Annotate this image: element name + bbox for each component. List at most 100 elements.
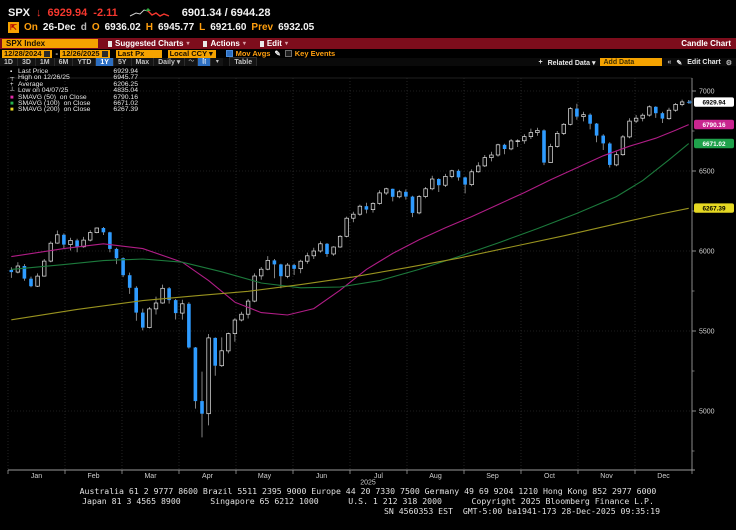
date-to-field[interactable]: 12/26/2025 xyxy=(60,49,110,58)
menu-item-edit[interactable]: Edit ▾ xyxy=(259,39,288,48)
svg-text:6500: 6500 xyxy=(699,168,715,175)
svg-text:6267.39: 6267.39 xyxy=(702,206,726,213)
period-button-1d[interactable]: 1D xyxy=(0,58,18,67)
axis-price-label: 6929.94 xyxy=(694,97,734,107)
menu-item-icon xyxy=(259,40,264,47)
calendar-icon[interactable] xyxy=(43,50,50,57)
line-chart-type-icon[interactable]: 〜 xyxy=(185,58,199,67)
svg-text:Jul: Jul xyxy=(374,473,383,480)
svg-text:Jun: Jun xyxy=(316,473,327,480)
price-down-arrow-icon: ↓ xyxy=(36,6,42,19)
legend-row: ┴ Low on 04/07/25 4835.04 xyxy=(10,87,138,95)
edit-pencil-icon[interactable]: ✎ xyxy=(676,59,683,67)
svg-text:Sep: Sep xyxy=(486,473,499,480)
price-change: -2.11 xyxy=(93,6,118,19)
currency-select[interactable]: Local CCY ▾ xyxy=(167,49,216,58)
price-field-select[interactable]: Last Px xyxy=(115,49,162,58)
legend-row: ▪ Last Price 6929.94 xyxy=(10,68,138,75)
footer-contact-line2: Japan 81 3 4565 8900 Singapore 65 6212 1… xyxy=(82,496,654,506)
legend-row: ■ SMAVG (100) on Close 6671.02 xyxy=(10,100,138,108)
session-date: 26-Dec xyxy=(42,22,76,33)
chevron-down-icon: ▾ xyxy=(242,41,246,47)
menu-item-icon xyxy=(108,40,112,47)
svg-text:2025: 2025 xyxy=(360,480,376,487)
chart-type-dropdown[interactable]: ▾ xyxy=(211,58,224,67)
related-data-button[interactable]: Related Data ▾ xyxy=(547,59,596,67)
bid-ask-range: 6901.34 / 6944.28 xyxy=(181,6,271,19)
collapse-icon[interactable]: « xyxy=(667,59,672,66)
ticker-symbol: SPX xyxy=(8,6,31,19)
svg-text:May: May xyxy=(258,473,272,480)
edit-chart-button[interactable]: Edit Chart xyxy=(687,59,721,66)
controls-row: 12/28/2024 - 12/26/2025 Last Px Local CC… xyxy=(0,49,736,58)
menu-item-suggested-charts[interactable]: Suggested Charts ▾ xyxy=(108,39,189,48)
chart-flag-icon[interactable]: ⇱ xyxy=(8,22,19,33)
svg-text:Oct: Oct xyxy=(544,473,555,480)
legend-marker-icon: ┬ xyxy=(10,75,15,82)
quote-bar: SPX ↓ 6929.94 -2.11 6901.34 / 6944.28 ⇱ … xyxy=(0,0,736,38)
legend-marker-icon: ■ xyxy=(10,101,14,108)
low-label: L xyxy=(199,22,206,33)
date-from-field[interactable]: 12/28/2024 xyxy=(2,49,52,58)
svg-text:+: + xyxy=(688,100,692,107)
related-data-plus-icon: + xyxy=(538,59,543,66)
candle-chart-plot[interactable]: 7000 6500 6000 5500 5000 +6929.94 6790.16 6671.… xyxy=(0,66,736,487)
svg-text:6000: 6000 xyxy=(699,248,715,255)
period-button-3d[interactable]: 3D xyxy=(17,58,36,67)
period-button-1m[interactable]: 1M xyxy=(35,58,55,67)
settings-gear-icon[interactable]: ⚙ xyxy=(725,59,732,67)
footer-contact-line1: Australia 61 2 9777 8600 Brazil 5511 239… xyxy=(79,486,657,496)
mov-avgs-checkbox[interactable] xyxy=(225,50,233,57)
svg-text:6790.16: 6790.16 xyxy=(702,122,726,129)
legend-row: ■ SMAVG (50) on Close 6790.16 xyxy=(10,93,138,101)
date-dash: - xyxy=(55,49,59,58)
last-price: 6929.94 xyxy=(47,6,88,19)
open-value: 6936.02 xyxy=(104,22,141,33)
svg-text:7000: 7000 xyxy=(699,88,715,95)
high-label: H xyxy=(145,22,153,33)
axis-price-label: 6671.02 xyxy=(694,138,734,149)
svg-text:Apr: Apr xyxy=(202,473,214,480)
legend-row: ■ SMAVG (200) on Close 6267.39 xyxy=(10,106,138,114)
menu-item-icon xyxy=(203,40,208,47)
period-button-1y[interactable]: 1Y xyxy=(96,58,114,67)
key-events-label: Key Events xyxy=(294,49,336,58)
security-input[interactable]: SPX Index xyxy=(2,39,98,48)
period-button-ytd[interactable]: YTD xyxy=(73,58,97,67)
legend-marker-icon: + xyxy=(10,81,14,88)
svg-text:5500: 5500 xyxy=(699,328,715,335)
svg-text:6671.02: 6671.02 xyxy=(702,141,726,148)
add-data-input[interactable]: Add Data xyxy=(600,58,663,67)
svg-text:6929.94: 6929.94 xyxy=(702,100,726,107)
legend-marker-icon: ▪ xyxy=(10,69,13,75)
terminal-footer: Australia 61 2 9777 8600 Brazil 5511 239… xyxy=(0,486,736,516)
intraday-sparkline xyxy=(129,8,170,17)
down-candles xyxy=(9,101,691,414)
axis-price-label: 6790.16 xyxy=(694,119,734,130)
candle-chart-type-icon[interactable]: ⫿⫾ xyxy=(198,58,212,67)
key-events-checkbox[interactable] xyxy=(284,50,292,57)
calendar-icon[interactable] xyxy=(101,50,108,57)
svg-text:Nov: Nov xyxy=(600,473,613,480)
svg-text:Feb: Feb xyxy=(87,473,99,480)
svg-text:Dec: Dec xyxy=(657,473,670,480)
period-button-max[interactable]: Max xyxy=(131,58,155,67)
page-title: Candle Chart xyxy=(681,39,731,48)
high-value: 6945.77 xyxy=(157,22,195,33)
svg-text:5000: 5000 xyxy=(699,408,715,415)
menu-bar: SPX Index Suggested Charts ▾ Actions ▾ Edit ▾… xyxy=(0,38,736,49)
period-button-6m[interactable]: 6M xyxy=(54,58,74,67)
chevron-down-icon: ▾ xyxy=(186,41,190,47)
mov-avgs-edit-pencil-icon[interactable]: ✎ xyxy=(274,49,281,58)
frequency-select[interactable]: Daily ▾ xyxy=(154,58,186,67)
on-label: On xyxy=(24,22,38,33)
svg-text:Mar: Mar xyxy=(144,473,157,480)
up-candles xyxy=(15,101,685,415)
ma-line-1 xyxy=(11,143,690,289)
legend-marker-icon: ■ xyxy=(10,94,14,101)
menu-item-actions[interactable]: Actions ▾ xyxy=(203,39,246,48)
legend-marker-icon: ■ xyxy=(10,107,14,114)
prev-value: 6932.05 xyxy=(278,22,315,33)
period-button-5y[interactable]: 5Y xyxy=(113,58,132,67)
legend-marker-icon: ┴ xyxy=(10,88,15,95)
